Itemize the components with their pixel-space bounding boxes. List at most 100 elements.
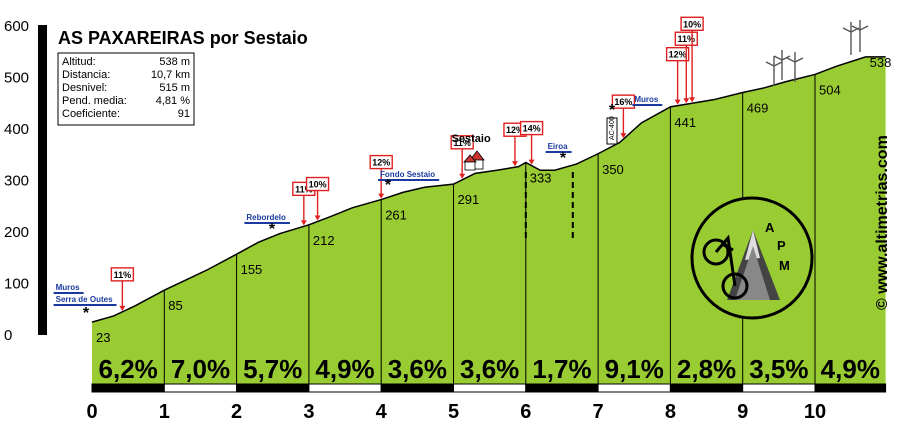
gradient-band: 6,2% 7,0% 5,7% 4,9% 3,6% 3,6% 1,7% 9,1% 2,8% 3,5%… [91,354,887,393]
y-tick-label: 500 [4,70,29,87]
x-tick-labels: 0 1 2 3 4 5 6 7 8 9 10 [86,401,826,423]
band-stripe [742,383,816,393]
wind-turbines [765,20,869,86]
info-box: Altitud: 538 m Distancia: 10,7 km Desnivel: 5… [57,52,195,126]
peak-gradient-label: 16% [614,97,632,107]
peak-gradient-label: 14% [523,124,541,134]
gradient-arrowhead [689,97,696,103]
apm-logo: APM [690,196,814,320]
info-value: 4,81 % [156,95,190,107]
band-stripe [453,383,527,393]
info-label: Coeficiente: [62,108,120,120]
band-stripe [236,383,310,393]
x-tick-label: 7 [593,401,604,423]
place-label: Eiroa [548,142,569,151]
place-label: Rebordelo [246,213,286,222]
x-tick-label: 9 [737,401,748,423]
profile-fill [92,56,886,385]
altitude-label: 291 [458,192,480,207]
logo-letter: M [779,258,790,273]
x-tick-label: 10 [804,401,826,423]
profile-area [91,56,886,385]
chart-title: AS PAXAREIRAS por Sestaio [58,28,308,48]
altitude-label: 261 [385,208,407,223]
star-icon: * [83,305,90,322]
peak-gradient-markers: 11%11%10%12%11%12%14%16%12%11%10% [110,16,704,311]
website-text: © www.altimetrias.com [874,135,891,310]
altitude-label: 441 [674,115,696,130]
star-icon: * [560,150,567,167]
x-tick-label: 8 [665,401,676,423]
peak-gradient-label: 12% [669,50,687,60]
y-axis-bar [38,25,47,335]
segment-gradient-label: 4,9% [821,354,880,384]
segment-gradient-label: 1,7% [532,354,591,384]
segment-gradient-label: 5,7% [243,354,302,384]
x-tick-label: 5 [448,401,459,423]
star-icon: * [269,221,276,238]
y-tick-label: 200 [4,224,29,241]
y-tick-label: 600 [4,18,29,35]
gradient-arrowhead [528,159,535,165]
gradient-arrowhead [119,305,126,311]
altitude-label: 469 [747,100,769,115]
info-label: Desnivel: [62,82,107,94]
gradient-arrowhead [314,215,321,221]
segment-gradient-label: 4,9% [315,354,374,384]
gradient-arrowhead [300,220,307,226]
peak-gradient-label: 12% [506,125,524,135]
segment-gradient-label: 3,5% [749,354,808,384]
place-label: Muros [634,95,659,104]
x-tick-label: 4 [376,401,388,423]
peak-gradient-label: 11% [295,184,313,194]
info-label: Distancia: [62,69,110,81]
x-tick-label: 1 [159,401,170,423]
gradient-arrowhead [378,193,385,199]
peak-gradient-label: 11% [114,270,132,280]
road-label: AC-400 [609,116,616,140]
gradient-arrowhead [620,133,627,139]
y-tick-label: 100 [4,276,29,293]
band-stripe [814,383,887,393]
segment-gradient-label: 6,2% [99,354,158,384]
segment-gradient-label: 7,0% [171,354,230,384]
peak-gradient-label: 10% [309,180,327,190]
y-tick-label: 400 [4,121,29,138]
place-label: Muros [56,283,81,292]
place-label: Serra de Outes [56,295,113,304]
segment-gradient-label: 9,1% [605,354,664,384]
band-stripe [91,383,165,393]
gradient-arrowhead [674,99,681,105]
altitude-label: 23 [96,330,110,345]
info-value: 10,7 km [151,69,190,81]
km-grid-lines [163,74,816,384]
altitude-label: 85 [168,298,182,313]
altitude-label: 350 [602,162,624,177]
y-tick-label: 300 [4,173,29,190]
gradient-arrowhead [511,161,518,167]
info-value: 538 m [159,56,190,68]
band-stripe [163,383,238,393]
y-tick-label: 0 [4,327,12,344]
info-label: Altitud: [62,56,96,68]
peak-gradient-label: 11% [678,34,696,44]
segment-gradient-label: 2,8% [677,354,736,384]
logo-letter: P [777,238,786,253]
y-tick-labels: 0 100 200 300 400 500 600 [4,18,29,344]
altitude-label: 538 [870,55,892,70]
info-label: Pend. media: [62,95,127,107]
band-stripe [308,383,382,393]
band-stripe [669,383,744,393]
place-label: Fondo Sestaio [380,170,435,179]
x-tick-label: 2 [231,401,242,423]
peak-gradient-label: 10% [683,19,701,29]
gradient-arrowhead [683,98,690,104]
star-icon: * [609,102,616,119]
altitude-label: 504 [819,82,841,97]
logo-letter: A [765,220,775,235]
x-tick-label: 3 [303,401,314,423]
altitude-label: 333 [530,171,552,186]
